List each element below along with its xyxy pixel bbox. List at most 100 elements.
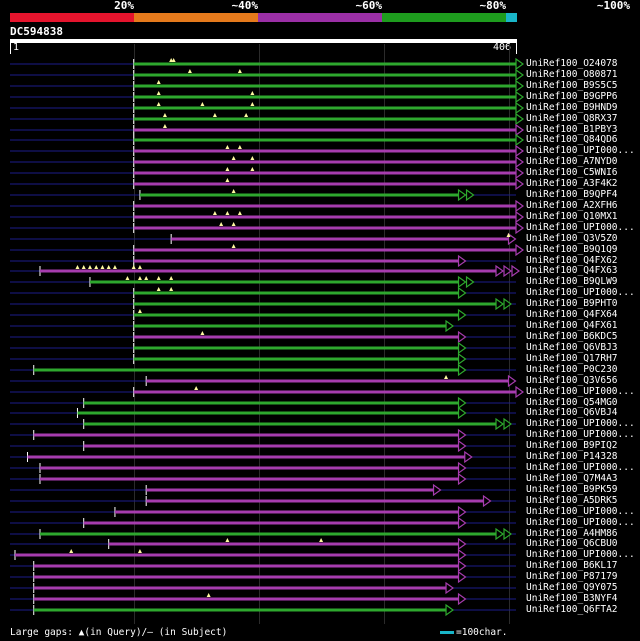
hit-label[interactable]: UniRef100_Q54MG0 (526, 397, 618, 408)
hit-label[interactable]: UniRef100_UPI000... (526, 549, 635, 560)
hit-label[interactable]: UniRef100_B9S5C5 (526, 80, 618, 91)
hit-end-arrow-icon (515, 221, 525, 235)
hit-end-arrow-icon (457, 275, 467, 289)
hit-label[interactable]: UniRef100_UPI000... (526, 517, 635, 528)
hit-label[interactable]: UniRef100_UPI000... (526, 429, 635, 440)
hit-label[interactable]: UniRef100_Q7M4A3 (526, 473, 618, 484)
hit-label[interactable]: UniRef100_B9Q1Q9 (526, 244, 618, 255)
query-gap-marker-icon (112, 265, 117, 269)
hit-label[interactable]: UniRef100_A2XFH6 (526, 200, 618, 211)
query-gap-marker-icon (169, 276, 174, 280)
hit-label[interactable]: UniRef100_A7NYD0 (526, 156, 618, 167)
hit-label[interactable]: UniRef100_Q17RH7 (526, 353, 618, 364)
legend-label-20: 20% (114, 0, 134, 12)
grid-line (509, 44, 510, 624)
hit-label[interactable]: UniRef100_B3NYF4 (526, 593, 618, 604)
hit-end-arrow-icon (515, 90, 525, 104)
hit-label[interactable]: UniRef100_C5WNI6 (526, 167, 618, 178)
hit-label[interactable]: UniRef100_P0C230 (526, 364, 618, 375)
query-gap-marker-icon (156, 276, 161, 280)
hit-label[interactable]: UniRef100_O24078 (526, 58, 618, 69)
hit-label[interactable]: UniRef100_P87179 (526, 571, 618, 582)
grid-line (384, 44, 385, 624)
hit-label[interactable]: UniRef100_UPI000... (526, 222, 635, 233)
hit-label[interactable]: UniRef100_Q3V5Z0 (526, 233, 618, 244)
query-gap-marker-icon (237, 211, 242, 215)
hit-label[interactable]: UniRef100_B9PIQ2 (526, 440, 618, 451)
hit-end-arrow-icon (457, 341, 467, 355)
hit-label[interactable]: UniRef100_A5DRK5 (526, 495, 618, 506)
query-gap-marker-icon (137, 309, 142, 313)
hit-label[interactable]: UniRef100_Q6VBJ3 (526, 342, 618, 353)
hit-label[interactable]: UniRef100_B9HND9 (526, 102, 618, 113)
hit-label[interactable]: UniRef100_UPI000... (526, 418, 635, 429)
hit-label[interactable]: UniRef100_Q4FX61 (526, 320, 618, 331)
hit-label[interactable]: UniRef100_B1PBY3 (526, 124, 618, 135)
hit-end-arrow-icon (465, 188, 475, 202)
hit-end-arrow-icon (457, 461, 467, 475)
hit-end-arrow-icon (457, 308, 467, 322)
hit-label[interactable]: UniRef100_UPI000... (526, 462, 635, 473)
query-gap-marker-icon (200, 102, 205, 106)
hit-label[interactable]: UniRef100_B9PK59 (526, 484, 618, 495)
hit-end-arrow-icon (515, 210, 525, 224)
hit-label[interactable]: UniRef100_Q6FTA2 (526, 604, 618, 615)
hit-label[interactable]: UniRef100_Q4FX63 (526, 265, 618, 276)
hit-label[interactable]: UniRef100_B6KDC5 (526, 331, 618, 342)
query-gap-marker-icon (225, 211, 230, 215)
hit-label[interactable]: UniRef100_Q4FX62 (526, 255, 618, 266)
hit-label[interactable]: UniRef100_Q9Y075 (526, 582, 618, 593)
hit-label[interactable]: UniRef100_P14328 (526, 451, 618, 462)
hit-label[interactable]: UniRef100_UPI000... (526, 386, 635, 397)
hit-end-arrow-icon (457, 363, 467, 377)
ruler-start-label: 1 (13, 42, 20, 53)
hit-label[interactable]: UniRef100_O80871 (526, 69, 618, 80)
hit-end-arrow-icon (432, 483, 442, 497)
hit-label[interactable]: UniRef100_Q3V656 (526, 375, 618, 386)
query-gap-marker-icon (75, 265, 80, 269)
hit-end-arrow-icon (457, 548, 467, 562)
hit-end-arrow-icon (503, 297, 513, 311)
hit-label[interactable]: UniRef100_Q10MX1 (526, 211, 618, 222)
hit-end-arrow-icon (457, 188, 467, 202)
large-gaps-legend: Large gaps: ▲(in Query)/– (in Subject) (10, 627, 228, 638)
hit-end-arrow-icon (515, 199, 525, 213)
hit-label[interactable]: UniRef100_Q6VBJ4 (526, 407, 618, 418)
hit-label[interactable]: UniRef100_Q8RX37 (526, 113, 618, 124)
hit-end-arrow-icon (464, 450, 473, 464)
query-gap-marker-icon (250, 167, 255, 171)
hit-end-arrow-icon (457, 352, 467, 366)
query-gap-marker-icon (156, 91, 161, 95)
query-gap-marker-icon (244, 113, 249, 117)
hit-label[interactable]: UniRef100_A3F4K2 (526, 178, 618, 189)
hit-label[interactable]: UniRef100_B9GPP6 (526, 91, 618, 102)
legend-swatch-20 (10, 13, 134, 22)
hit-end-arrow-icon (457, 406, 467, 420)
query-gap-marker-icon (156, 287, 161, 291)
hit-end-arrow-icon (457, 559, 467, 573)
hit-end-arrow-icon (515, 57, 525, 71)
hit-label[interactable]: UniRef100_B9QPF4 (526, 189, 618, 200)
hit-end-arrow-icon (457, 516, 467, 530)
ruler-end-label: 406 (493, 42, 512, 53)
hit-label[interactable]: UniRef100_A4HM86 (526, 528, 618, 539)
query-gap-marker-icon (156, 102, 161, 106)
hit-label[interactable]: UniRef100_UPI000... (526, 287, 635, 298)
hit-label[interactable]: UniRef100_UPI000... (526, 145, 635, 156)
hit-label[interactable]: UniRef100_UPI000... (526, 506, 635, 517)
hit-label[interactable]: UniRef100_Q4FX64 (526, 309, 618, 320)
hit-end-arrow-icon (457, 439, 467, 453)
hit-label[interactable]: UniRef100_B9PHT0 (526, 298, 618, 309)
hit-label[interactable]: UniRef100_B9QLW9 (526, 276, 618, 287)
query-gap-marker-icon (106, 265, 111, 269)
hit-label[interactable]: UniRef100_Q6CBU0 (526, 538, 618, 549)
hit-label[interactable]: UniRef100_B6KL17 (526, 560, 618, 571)
hit-label[interactable]: UniRef100_Q84QD6 (526, 134, 618, 145)
query-name[interactable]: DC594838 (10, 25, 63, 38)
query-gap-marker-icon (156, 80, 161, 84)
hit-end-arrow-icon (515, 68, 525, 82)
hit-end-arrow-icon (507, 374, 517, 388)
legend-label-40: ~40% (231, 0, 259, 12)
query-gap-marker-icon (237, 145, 242, 149)
